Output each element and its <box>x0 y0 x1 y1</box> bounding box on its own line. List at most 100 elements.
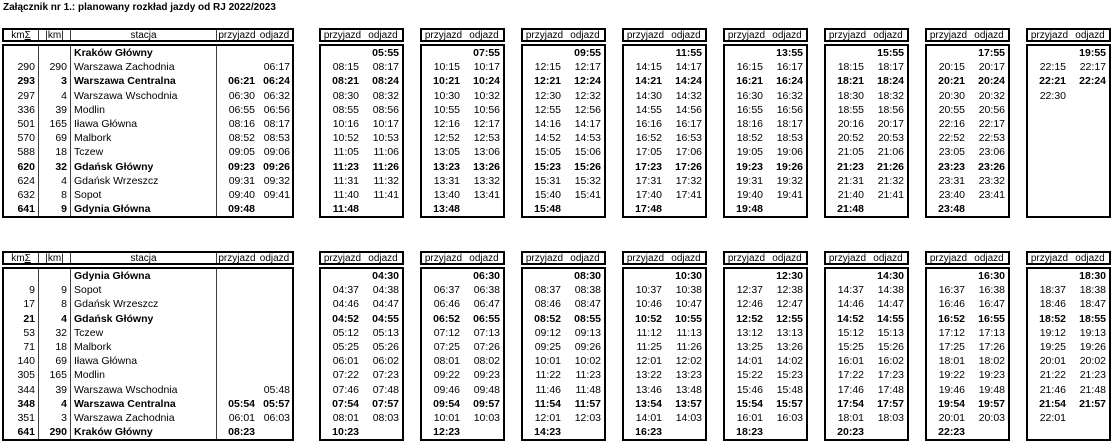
departure-time-cell: 08:17 <box>263 118 290 131</box>
arrival-time-cell: 08:30 <box>332 89 359 102</box>
departure-time-cell: 10:38 <box>675 284 702 297</box>
km-total-cell: 501 <box>4 116 39 132</box>
train-time-row: 12:55 12:56 <box>523 103 604 117</box>
header-departure: odjazd <box>259 29 290 41</box>
train-time-row: 14:46 14:47 <box>826 297 907 311</box>
arrival-time-cell: 08:01 <box>332 411 359 424</box>
arrival-time-cell: 19:05 <box>736 146 763 159</box>
km-cell: 3 <box>39 74 71 89</box>
train-block-header: przyjazd odjazd <box>622 28 707 42</box>
train-time-row: 17:31 17:32 <box>624 174 705 188</box>
arrival-time-cell <box>217 312 257 326</box>
train-time-row: 17:23 17:26 <box>624 160 705 174</box>
train-time-row: 14:21 14:24 <box>624 74 705 88</box>
departure-time-cell: 23:41 <box>978 188 1005 201</box>
train-time-row: 17:25 17:26 <box>927 340 1008 354</box>
arrival-time-cell <box>217 60 257 74</box>
train-time-row: 17:12 17:13 <box>927 326 1008 340</box>
departure-time-cell: 18:53 <box>776 132 803 145</box>
train-time-row: 07:25 07:26 <box>422 340 503 354</box>
departure-time-cell <box>766 202 806 216</box>
departure-time-cell: 15:48 <box>776 383 803 396</box>
departure-time-cell: 12:53 <box>473 132 500 145</box>
train-time-row: 13:22 13:23 <box>624 368 705 382</box>
departure-time-cell <box>257 202 292 216</box>
departure-time-cell: 12:02 <box>675 355 702 368</box>
km-cell <box>39 46 71 61</box>
arrival-time-cell <box>217 368 257 382</box>
arrival-time-cell <box>1028 202 1069 216</box>
train-time-row: 22:15 22:17 <box>1028 60 1109 74</box>
km-cell: 69 <box>39 354 71 369</box>
departure-time-cell: 09:55 <box>574 47 601 60</box>
arrival-time-cell: 22:30 <box>1039 89 1066 102</box>
train-time-row <box>1028 188 1109 202</box>
train-block-header: przyjazd odjazd <box>319 28 404 42</box>
departure-time-cell <box>1069 411 1109 425</box>
train-time-row: 16:55 16:56 <box>725 103 806 117</box>
departure-time-cell: 20:17 <box>978 61 1005 74</box>
departure-time-cell: 12:32 <box>574 89 601 102</box>
train-block: przyjazd odjazd 19:55 22:15 22:17 22:21 22:24 2… <box>1026 28 1111 219</box>
train-time-row: 16:01 16:02 <box>826 354 907 368</box>
km-total-cell: 305 <box>4 368 39 383</box>
km-total-cell: 17 <box>4 297 39 312</box>
arrival-time-cell <box>217 283 257 297</box>
train-block-body: 10:30 10:37 10:38 10:46 10:47 10:52 10:55 11:12… <box>622 267 707 442</box>
departure-time-cell: 07:57 <box>372 397 399 410</box>
km-total-sigma: Σ <box>24 252 31 264</box>
train-time-row: 16:52 16:53 <box>624 131 705 145</box>
header-departure: odjazd <box>873 252 903 264</box>
arrival-time-cell: 21:46 <box>1039 383 1066 396</box>
train-block: przyjazd odjazd 05:55 08:15 08:17 08:21 08:24 0… <box>319 28 404 219</box>
arrival-time-cell: 20:01 <box>1039 355 1066 368</box>
arrival-time-cell: 16:23 <box>635 426 662 439</box>
km-cell: 8 <box>39 297 71 312</box>
station-row: 336 39 Modlin 06:55 06:56 <box>4 102 292 117</box>
train-time-row: 06:30 <box>422 269 503 283</box>
departure-time-cell: 08:56 <box>372 103 399 116</box>
header-arrival: przyjazd <box>525 252 564 264</box>
station-row: 588 18 Tczew 09:05 09:06 <box>4 145 292 160</box>
departure-time-cell: 14:02 <box>776 355 803 368</box>
departure-time-cell: 18:47 <box>1079 298 1106 311</box>
train-time-row: 11:25 11:26 <box>624 340 705 354</box>
departure-time-cell: 09:06 <box>263 146 290 159</box>
station-name-cell: Gdańsk Wrzeszcz <box>71 297 217 312</box>
arrival-time-cell: 16:15 <box>736 61 763 74</box>
departure-time-cell <box>257 354 292 368</box>
departure-time-cell: 19:41 <box>776 188 803 201</box>
arrival-time-cell: 13:12 <box>736 326 763 339</box>
train-time-row: 14:52 14:53 <box>523 131 604 145</box>
train-block-header: przyjazd odjazd <box>420 251 505 265</box>
train-time-row: 22:52 22:53 <box>927 131 1008 145</box>
train-time-row <box>1028 103 1109 117</box>
train-time-row: 16:23 <box>624 425 705 439</box>
departure-time-cell: 10:30 <box>675 270 702 283</box>
arrival-time-cell: 11:48 <box>332 203 359 216</box>
station-name-cell: Warszawa Centralna <box>71 74 217 89</box>
departure-time-cell: 20:32 <box>978 89 1005 102</box>
departure-time-cell <box>665 202 705 216</box>
arrival-time-cell: 06:01 <box>332 355 359 368</box>
departure-time-cell: 14:24 <box>675 75 702 88</box>
arrival-time-cell: 21:54 <box>1039 397 1066 410</box>
train-time-row: 09:55 <box>523 46 604 60</box>
train-time-row: 19:54 19:57 <box>927 397 1008 411</box>
arrival-time-cell: 10:46 <box>635 298 662 311</box>
arrival-time-cell: 16:52 <box>938 312 965 325</box>
arrival-time-cell: 22:52 <box>938 132 965 145</box>
header-departure: odjazd <box>570 29 600 41</box>
departure-time-cell: 19:26 <box>1079 341 1106 354</box>
arrival-time-cell: 08:55 <box>332 103 359 116</box>
departure-time-cell: 19:13 <box>1079 326 1106 339</box>
train-time-row: 14:37 14:38 <box>826 283 907 297</box>
arrival-time-cell: 10:01 <box>433 411 460 424</box>
departure-time-cell: 08:17 <box>372 61 399 74</box>
departure-time-cell: 06:24 <box>263 75 290 88</box>
train-time-row <box>1028 131 1109 145</box>
train-time-row: 12:30 12:32 <box>523 89 604 103</box>
train-block: przyjazd odjazd 14:30 14:37 14:38 14:46 14:47 1… <box>824 251 909 442</box>
station-row: 501 165 Iława Główna 08:16 08:17 <box>4 116 292 132</box>
train-block-header: przyjazd odjazd <box>521 251 606 265</box>
